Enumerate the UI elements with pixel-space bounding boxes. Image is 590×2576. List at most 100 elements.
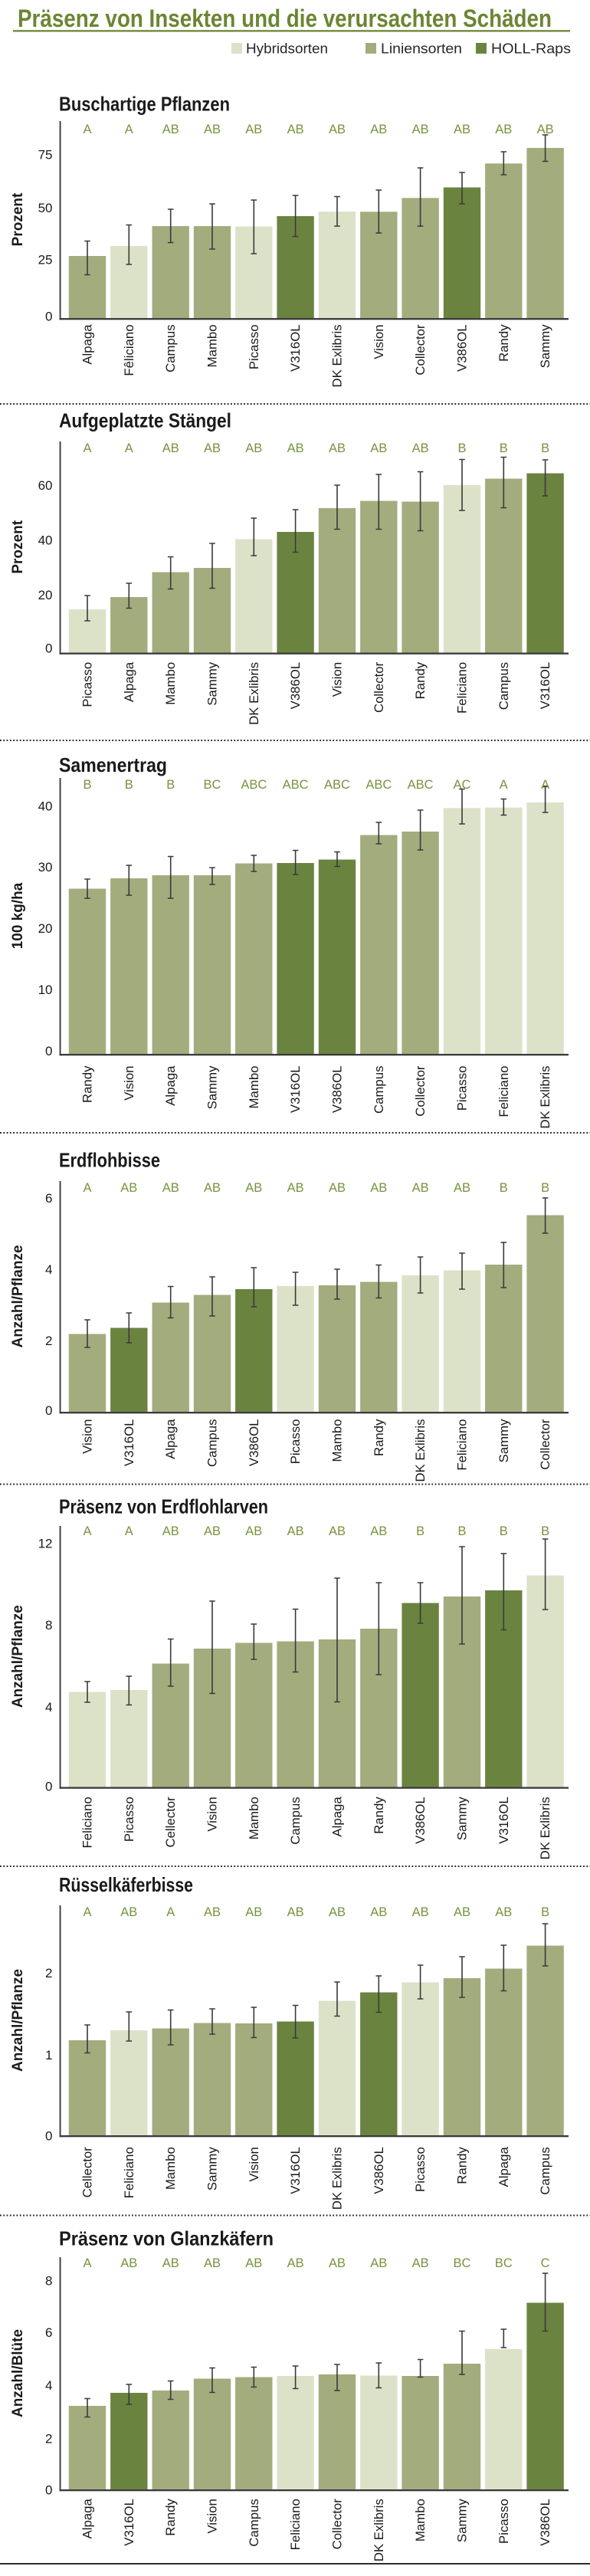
svg-text:AB: AB [162,1524,179,1538]
svg-text:Vision: Vision [205,2499,220,2533]
svg-text:ABC: ABC [324,778,350,792]
svg-text:Alpaga: Alpaga [163,1419,178,1459]
svg-text:0: 0 [45,1780,52,1794]
svg-text:1: 1 [45,2048,52,2062]
svg-text:2: 2 [45,2431,52,2446]
svg-text:AB: AB [162,2256,179,2270]
svg-text:AB: AB [204,1524,221,1538]
svg-text:Randy: Randy [413,661,428,699]
svg-text:A: A [83,2256,91,2270]
svg-text:Vision: Vision [205,1797,220,1831]
svg-text:0: 0 [45,310,52,324]
svg-text:ABC: ABC [365,778,392,792]
svg-text:Prozent: Prozent [10,520,26,573]
svg-text:AB: AB [204,441,221,455]
svg-text:Anzahl/Pflanze: Anzahl/Pflanze [10,1605,26,1708]
svg-text:2: 2 [45,1334,52,1348]
svg-text:6: 6 [45,1191,52,1206]
svg-text:A: A [83,1181,91,1195]
svg-text:4: 4 [45,2378,52,2393]
svg-text:Erdflohbisse: Erdflohbisse [59,1149,160,1172]
svg-text:AB: AB [287,1524,304,1538]
svg-text:Campus: Campus [163,324,178,372]
svg-text:AB: AB [495,1905,512,1919]
svg-text:AB: AB [370,441,387,455]
svg-text:A: A [125,123,133,136]
svg-text:4: 4 [45,1262,52,1277]
svg-text:Alpaga: Alpaga [330,1797,345,1837]
svg-text:AB: AB [329,1181,346,1195]
svg-text:V316OL: V316OL [122,2499,136,2546]
svg-text:AB: AB [120,1905,137,1919]
svg-text:Vision: Vision [122,1066,136,1101]
svg-text:40: 40 [38,799,53,813]
svg-text:Collector: Collector [413,1065,428,1117]
svg-text:Campus: Campus [538,2147,552,2195]
svg-text:10: 10 [38,983,53,997]
svg-text:DK Exlibris: DK Exlibris [247,662,261,725]
svg-text:AB: AB [204,123,221,136]
svg-text:V316OL: V316OL [288,1066,303,1114]
svg-text:Feliciano: Feliciano [455,662,470,714]
svg-text:BC: BC [495,2256,513,2270]
svg-text:B: B [500,441,508,455]
svg-text:Randy: Randy [455,2147,470,2184]
svg-text:AB: AB [454,1905,470,1919]
svg-text:Sammy: Sammy [205,2147,220,2190]
svg-text:AB: AB [245,123,262,136]
svg-text:B: B [125,778,133,792]
svg-text:Fêliciano: Fêliciano [122,324,136,376]
svg-text:Prozent: Prozent [10,192,26,246]
svg-text:Präsenz von Insekten und die v: Präsenz von Insekten und die verursachte… [18,5,552,32]
svg-text:B: B [166,778,175,792]
svg-text:AB: AB [287,1181,304,1195]
svg-text:Mambo: Mambo [205,324,220,367]
svg-text:Feliciano: Feliciano [288,2499,303,2550]
svg-text:AB: AB [245,2256,262,2270]
svg-text:20: 20 [38,588,53,602]
svg-text:Collector: Collector [330,2499,345,2550]
svg-text:AB: AB [329,1524,346,1538]
svg-text:Picasso: Picasso [455,1066,470,1111]
svg-text:V316OL: V316OL [288,2147,303,2194]
svg-text:Sammy: Sammy [205,661,220,705]
svg-text:Mambo: Mambo [163,662,178,705]
svg-text:B: B [416,1524,424,1538]
svg-text:AB: AB [287,2256,304,2270]
svg-text:2: 2 [45,1966,52,1980]
svg-text:60: 60 [38,478,53,493]
svg-text:AB: AB [120,1181,137,1195]
svg-text:BC: BC [204,778,221,792]
svg-text:Randy: Randy [497,324,511,362]
svg-text:0: 0 [45,1044,52,1058]
svg-text:AB: AB [370,123,387,136]
svg-text:Cellector: Cellector [163,1797,178,1848]
svg-text:Präsenz von Glanzkäfern: Präsenz von Glanzkäfern [59,2227,274,2250]
svg-text:Campus: Campus [247,2499,261,2547]
svg-text:V316OL: V316OL [538,662,552,710]
svg-text:20: 20 [38,921,53,936]
svg-text:AB: AB [245,1905,262,1919]
svg-text:AB: AB [537,123,554,136]
svg-text:AB: AB [204,1181,221,1195]
svg-text:25: 25 [38,252,53,267]
svg-text:AB: AB [454,1181,470,1195]
svg-text:Samenertrag: Samenertrag [59,753,167,776]
svg-text:AB: AB [162,1181,179,1195]
svg-text:Rüsselkäferbisse: Rüsselkäferbisse [59,1873,193,1896]
svg-text:Buschartige Pflanzen: Buschartige Pflanzen [59,93,230,116]
svg-text:Mambo: Mambo [163,2147,178,2190]
svg-text:Randy: Randy [372,1797,386,1834]
svg-text:AB: AB [245,1524,262,1538]
svg-text:AB: AB [370,1905,387,1919]
svg-text:Präsenz von Erdflohlarven: Präsenz von Erdflohlarven [59,1495,268,1518]
svg-text:A: A [83,123,91,136]
svg-text:Collector: Collector [372,661,386,713]
svg-text:Mambo: Mambo [413,2499,428,2542]
svg-text:Campus: Campus [288,1797,303,1845]
svg-text:AB: AB [204,1905,221,1919]
svg-text:AB: AB [370,1524,387,1538]
svg-text:AB: AB [162,441,179,455]
svg-text:AB: AB [370,2256,387,2270]
svg-text:4: 4 [45,1700,52,1715]
